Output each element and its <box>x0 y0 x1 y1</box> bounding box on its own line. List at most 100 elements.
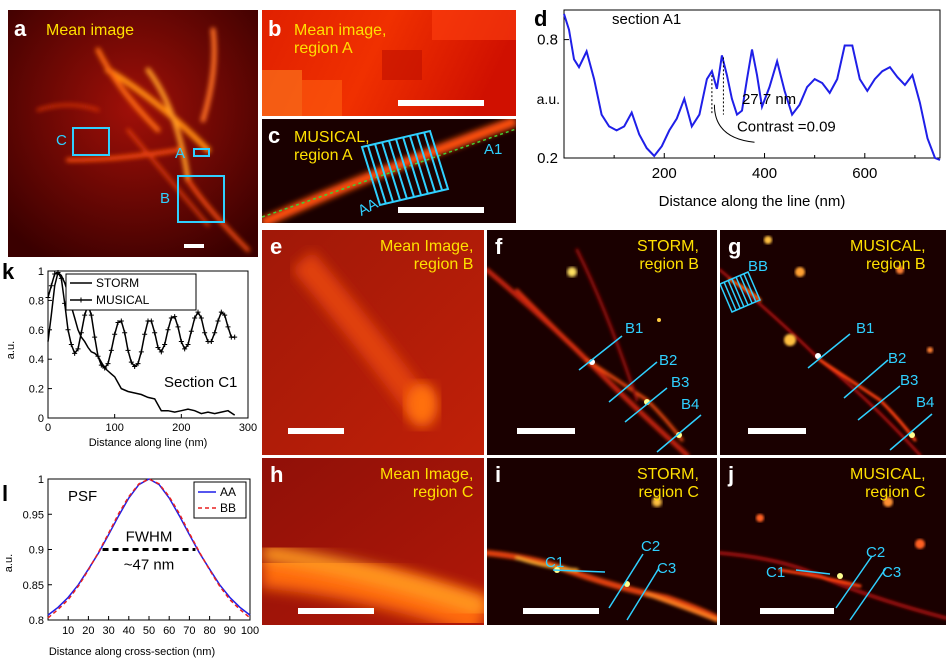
musical-marker-31 <box>148 318 154 324</box>
y-axis-label-d: a.u. <box>537 91 560 107</box>
plot-frame-d <box>563 9 941 159</box>
musical-marker-54 <box>225 324 231 330</box>
x-tick-label-k-1: 100 <box>105 422 123 434</box>
y-tick-label-l-1: 0.85 <box>23 580 44 592</box>
panel-a: a Mean image C A B <box>8 10 258 257</box>
panel-e-title: Mean Image, region B <box>380 238 474 274</box>
legend-label-aa: AA <box>220 485 236 499</box>
panel-k: 0 100 200 300 0 0.2 0.4 0.6 0.8 1 a.u. Distance alo… <box>0 255 260 475</box>
musical-marker-24 <box>125 347 131 353</box>
musical-marker-10 <box>78 330 84 336</box>
musical-marker-20 <box>112 331 118 337</box>
panel-e: e Mean Image, region B <box>262 230 484 455</box>
musical-marker-29 <box>142 331 148 337</box>
legend-label-storm: STORM <box>96 276 139 290</box>
panel-c: c MUSICAL, region A AA A1 <box>262 119 516 223</box>
musical-marker-2 <box>52 271 58 277</box>
panel-g-title: MUSICAL, region B <box>850 238 926 274</box>
line-label-i-c1: C1 <box>545 554 565 571</box>
plot-frame-k <box>47 270 249 419</box>
musical-marker-3 <box>55 269 61 275</box>
annotation-d-1: Contrast =0.09 <box>737 118 836 135</box>
scale-bar-g <box>748 428 806 434</box>
y-tick-label-k-5: 1 <box>38 266 44 278</box>
mean-image-e <box>262 230 484 455</box>
arrow-d <box>713 104 755 143</box>
series-line-bb <box>47 478 251 619</box>
musical-marker-46 <box>198 315 204 321</box>
scale-bar-j <box>760 608 834 614</box>
x-tick-label-l-1: 20 <box>82 625 94 637</box>
panel-h: h Mean Image, region C <box>262 458 484 625</box>
panel-label-i: i <box>495 462 502 487</box>
series-line-d <box>563 13 941 161</box>
y-tick-label-l-4: 1 <box>38 475 44 486</box>
musical-marker-47 <box>202 330 208 336</box>
line-label-a1: A1 <box>484 141 503 158</box>
musical-marker-19 <box>108 347 114 353</box>
line-label-g-b4: B4 <box>916 394 935 411</box>
musical-marker-41 <box>182 346 188 352</box>
musical-marker-32 <box>152 330 158 336</box>
x-tick-label-l-9: 100 <box>241 625 259 637</box>
musical-marker-4 <box>58 275 64 281</box>
y-tick-label-k-4: 0.8 <box>29 295 44 307</box>
x-tick-label-d-0: 200 <box>652 165 677 182</box>
musical-marker-16 <box>98 362 104 368</box>
legend-marker-musical <box>78 297 84 303</box>
chart-title-k: Section C1 <box>164 374 237 391</box>
x-tick-label-l-5: 60 <box>163 625 175 637</box>
chart-l: 10 20 30 40 50 60 70 80 90 100 0.8 0.85 0.9 0.95 1 a.u.… <box>3 475 259 658</box>
legend-box-l <box>193 481 247 519</box>
line-label-f-b3: B3 <box>671 374 690 391</box>
storm-image-f <box>487 230 717 455</box>
musical-marker-6 <box>65 327 71 333</box>
scale-bar-b <box>398 100 484 106</box>
y-axis-label-l: a.u. <box>3 554 15 572</box>
y-axis-label-k: a.u. <box>5 341 17 359</box>
roi-boxes-a <box>72 127 225 223</box>
line-label-g-b2: B2 <box>888 350 907 367</box>
musical-marker-50 <box>212 330 218 336</box>
line-label-g-b3: B3 <box>900 372 919 389</box>
mean-image-a <box>8 10 258 257</box>
line-label-j-c3: C3 <box>882 564 902 581</box>
musical-marker-44 <box>192 315 198 321</box>
line-label-i-c3: C3 <box>657 560 677 577</box>
musical-marker-35 <box>162 342 168 347</box>
roi-label-b: B <box>160 190 171 207</box>
x-tick-label-k-0: 0 <box>45 422 51 434</box>
panel-c-title: MUSICAL, region A <box>294 129 370 165</box>
panel-b-title: Mean image, region A <box>294 22 387 58</box>
musical-marker-42 <box>185 342 191 347</box>
y-tick-label-l-3: 0.95 <box>23 509 44 521</box>
musical-marker-25 <box>128 359 134 365</box>
mean-image-h <box>262 458 484 625</box>
musical-marker-40 <box>178 339 184 345</box>
musical-marker-53 <box>222 312 228 318</box>
musical-marker-1 <box>48 283 54 289</box>
line-label-j-c1: C1 <box>766 564 786 581</box>
panel-label-d: d <box>534 6 548 31</box>
musical-marker-27 <box>135 361 141 367</box>
musical-marker-39 <box>175 324 181 330</box>
musical-marker-11 <box>82 312 88 318</box>
musical-marker-38 <box>172 314 178 320</box>
x-axis-label-l: Distance along cross-section (nm) <box>49 646 215 658</box>
musical-marker-28 <box>138 349 144 355</box>
musical-marker-51 <box>215 318 221 324</box>
storm-image-i <box>487 458 717 625</box>
scale-bar-c <box>398 207 484 213</box>
x-tick-label-d-2: 600 <box>852 165 877 182</box>
musical-marker-9 <box>75 346 81 352</box>
y-tick-label-k-1: 0.2 <box>29 384 44 396</box>
annotation-d-0: 27.7 nm <box>742 91 796 108</box>
panel-label-k: k <box>2 259 15 284</box>
musical-marker-7 <box>68 342 74 347</box>
scale-bar-f <box>517 428 575 434</box>
musical-marker-13 <box>88 312 94 318</box>
scale-bar-e <box>288 428 344 434</box>
panel-label-c: c <box>268 123 281 148</box>
x-tick-label-k-2: 200 <box>172 422 190 434</box>
musical-marker-22 <box>118 318 124 324</box>
